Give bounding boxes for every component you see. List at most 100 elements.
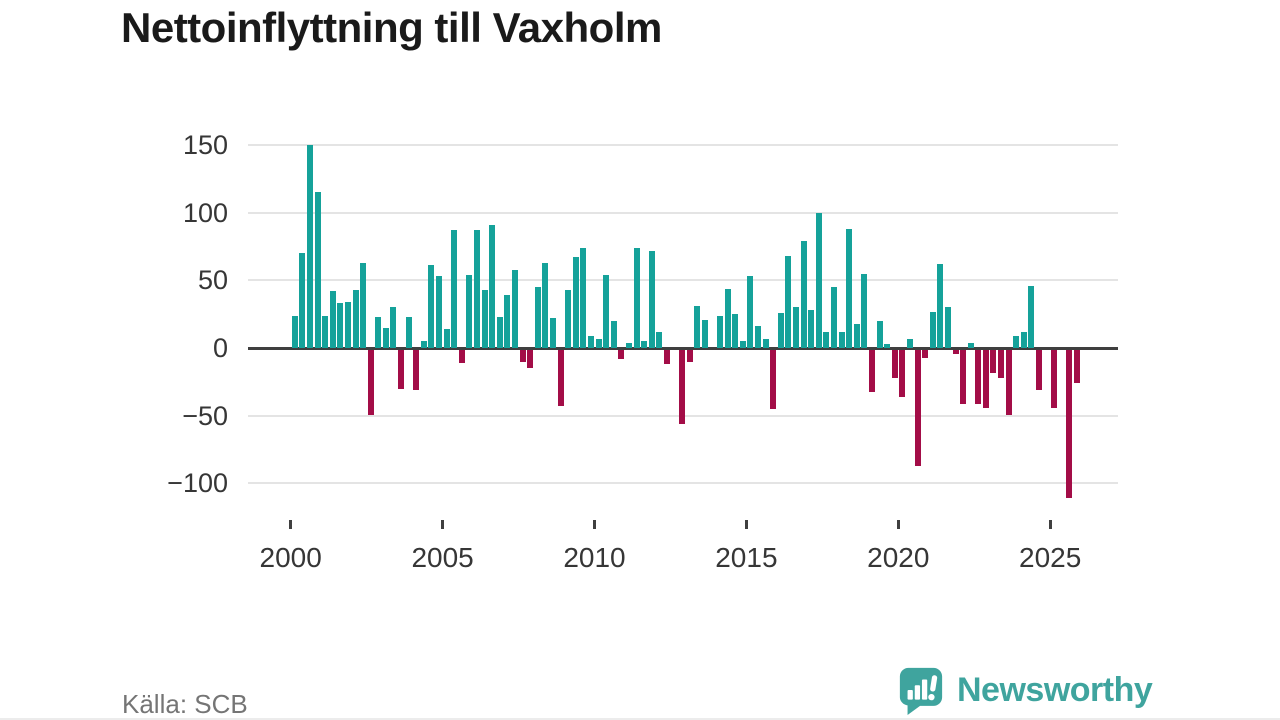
x-axis-zero-line	[248, 346, 1118, 350]
x-tick-mark-2000	[289, 520, 293, 529]
bar-2004Q3	[428, 265, 435, 348]
x-tick-label-2025: 2025	[1019, 542, 1082, 573]
bar-2003Q2	[390, 307, 397, 348]
bar-2012Q2	[663, 349, 670, 365]
bar-2018Q1	[838, 331, 845, 348]
bar-2013Q2	[694, 306, 701, 348]
bar-2008Q3	[549, 318, 556, 348]
gridline-100	[248, 211, 1118, 214]
y-tick-label--100: −100	[167, 468, 228, 499]
bar-2020Q3	[914, 349, 921, 466]
bar-2010Q2	[603, 274, 610, 348]
bar-2008Q4	[557, 349, 564, 407]
bar-2010Q4	[618, 349, 625, 359]
newsworthy-logo-text: Newsworthy	[957, 671, 1153, 709]
bar-2003Q4	[405, 316, 412, 348]
bar-2005Q1	[443, 329, 450, 348]
bar-2003Q3	[398, 349, 404, 389]
bar-2008Q2	[542, 262, 549, 348]
x-tick-label-2020: 2020	[867, 542, 930, 573]
bar-2008Q1	[534, 287, 541, 348]
bar-2019Q2	[876, 320, 883, 348]
bar-2011Q2	[633, 247, 640, 348]
bar-2014Q1	[717, 315, 723, 348]
bar-2015Q2	[755, 326, 761, 348]
gridline-50	[248, 279, 1118, 282]
y-tick-label-150: 150	[182, 130, 228, 160]
source-caption: Källa: SCB	[122, 689, 248, 719]
bar-2006Q2	[481, 289, 488, 348]
x-tick-label-2010: 2010	[563, 542, 626, 573]
bar-2011Q3	[641, 341, 648, 348]
bar-2002Q2	[360, 262, 367, 348]
gridline-150	[248, 144, 1118, 146]
bar-2000Q4	[314, 192, 321, 348]
bar-2023Q3	[1005, 349, 1012, 415]
x-tick-label-2005: 2005	[411, 542, 474, 573]
y-tick-label-0: 0	[212, 333, 228, 363]
bar-2019Q4	[891, 349, 898, 378]
bar-2018Q4	[861, 273, 868, 348]
bar-2007Q2	[512, 269, 518, 348]
x-tick-mark-2005	[441, 520, 445, 529]
bar-2009Q2	[572, 257, 579, 348]
bar-2013Q1	[686, 349, 693, 362]
newsworthy-logo: Newsworthy	[897, 665, 1153, 715]
bar-2016Q2	[785, 256, 792, 348]
bar-2002Q1	[352, 289, 359, 348]
bar-2011Q1	[625, 342, 632, 348]
bar-2004Q2	[420, 341, 427, 348]
bar-2023Q4	[1013, 335, 1020, 348]
bar-2021Q1	[929, 311, 936, 348]
bar-2013Q3	[701, 319, 708, 348]
bar-2017Q2	[815, 212, 822, 348]
bar-2022Q4	[982, 349, 989, 408]
bar-2003Q1	[382, 327, 389, 348]
bar-2022Q2	[967, 342, 974, 348]
bar-2010Q3	[610, 320, 617, 348]
bar-2001Q1	[322, 315, 329, 348]
bar-2009Q3	[580, 247, 587, 348]
bar-2015Q3	[762, 338, 769, 348]
bar-2020Q4	[922, 349, 929, 358]
bar-2024Q3	[1036, 349, 1042, 391]
bar-2018Q2	[846, 228, 853, 348]
chart-title: Nettoinflyttning till Vaxholm	[121, 4, 662, 51]
bar-2006Q1	[474, 230, 480, 348]
bar-2024Q2	[1028, 285, 1035, 348]
bar-2021Q3	[944, 307, 951, 348]
bar-2001Q3	[337, 303, 344, 348]
bar-2016Q3	[793, 307, 799, 348]
bar-2025Q3	[1066, 349, 1073, 499]
x-tick-label-2000: 2000	[259, 542, 322, 573]
bar-2004Q4	[436, 276, 442, 348]
bar-2005Q2	[451, 230, 458, 348]
y-tick-label-100: 100	[182, 197, 228, 228]
bar-2024Q1	[1020, 331, 1027, 348]
bar-2025Q4	[1074, 349, 1080, 384]
bar-2018Q3	[853, 323, 860, 348]
bar-2015Q1	[747, 276, 754, 348]
bar-2014Q2	[724, 288, 731, 348]
bar-2017Q1	[808, 310, 815, 348]
gridline--100	[248, 482, 1118, 485]
bar-2016Q1	[777, 312, 784, 348]
bar-2004Q1	[413, 349, 420, 391]
bar-2025Q1	[1051, 349, 1058, 408]
bar-2020Q1	[899, 349, 906, 397]
y-tick-label--50: −50	[182, 400, 228, 431]
bar-2000Q3	[306, 145, 313, 348]
bar-2002Q4	[375, 316, 382, 348]
bar-2005Q4	[466, 274, 473, 348]
bar-2000Q2	[299, 253, 306, 348]
bar-2006Q4	[496, 316, 503, 348]
bar-2002Q3	[367, 349, 374, 415]
bar-2007Q1	[504, 295, 511, 348]
bar-2014Q4	[739, 341, 746, 348]
bar-2000Q1	[291, 315, 298, 348]
x-tick-mark-2025	[1048, 520, 1052, 529]
bar-2019Q1	[868, 349, 875, 392]
bar-2021Q2	[937, 264, 944, 348]
bar-2023Q2	[998, 349, 1004, 378]
